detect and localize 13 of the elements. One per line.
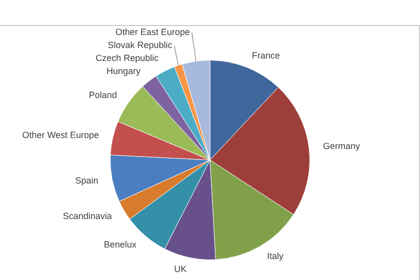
slice-label: Slovak Republic xyxy=(108,40,173,50)
slice-label: Other West Europe xyxy=(22,130,100,140)
slice-label: Italy xyxy=(266,251,284,262)
slice-label: Scandinavia xyxy=(62,211,112,222)
slice-label: France xyxy=(252,50,280,61)
slice-label: Spain xyxy=(75,175,98,186)
slice-label: Germany xyxy=(322,141,360,152)
slice-label: UK xyxy=(174,264,187,274)
slice-label: Hungary xyxy=(106,66,142,76)
slice-label: Czech Republic xyxy=(96,52,160,63)
slice-label: Other East Europe xyxy=(115,26,190,37)
slice-label: Benelux xyxy=(104,240,137,250)
slice-label: Poland xyxy=(88,90,117,100)
